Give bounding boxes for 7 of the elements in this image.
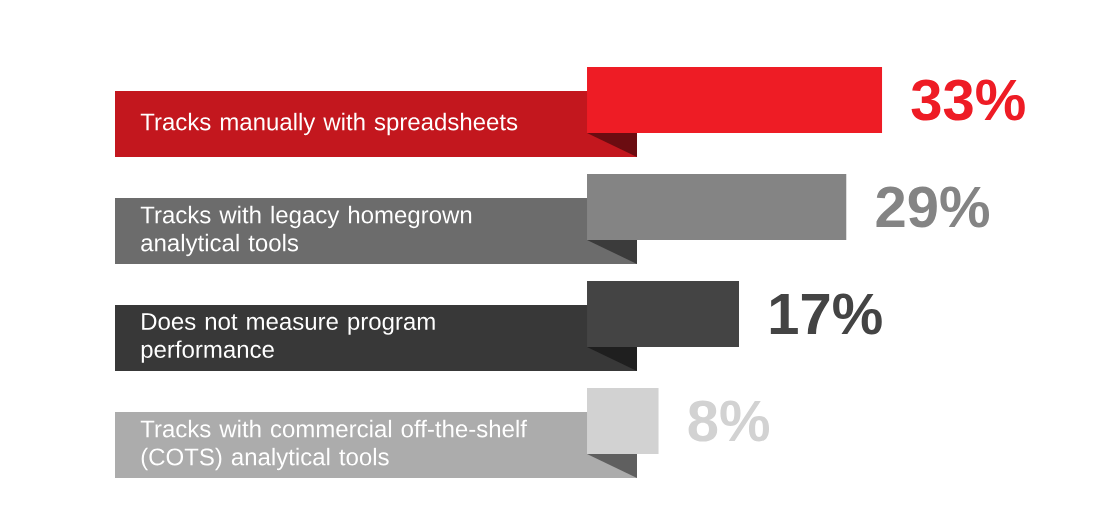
data-label: 29%	[876, 186, 990, 228]
data-label: 17%	[770, 293, 882, 335]
data-label: 33%	[911, 79, 1025, 121]
y-tick-label: Tracks manually with spreadsheets	[140, 112, 518, 136]
y-tick-label: Tracks with legacy homegrown analytical tools	[140, 205, 472, 257]
y-tick-label: Does not measure program performance	[141, 313, 435, 363]
y-tick-label: Tracks with commercial off-the-shelf (COTS) analytical tools	[140, 419, 527, 471]
